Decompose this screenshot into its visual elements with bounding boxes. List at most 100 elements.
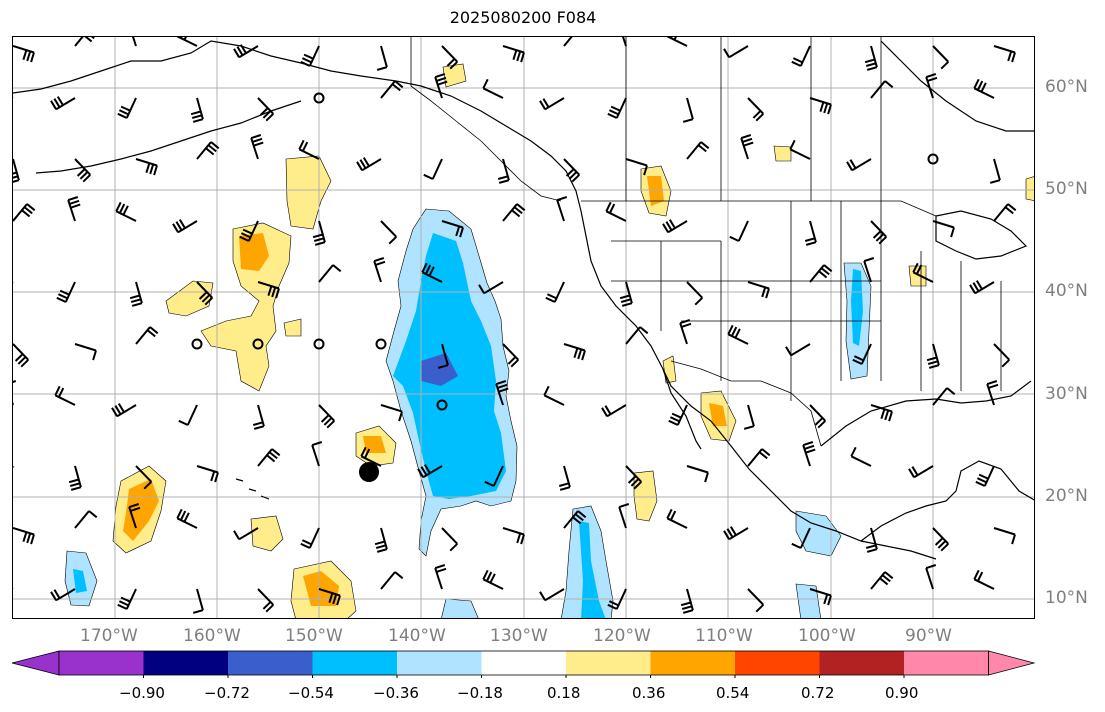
anomaly-region-neg-south-core — [579, 521, 606, 618]
anomaly-region-neg-south2 — [795, 583, 822, 618]
colorbar-tick-label: 0.36 — [632, 684, 666, 702]
hawaii-islands — [235, 478, 270, 500]
anomaly-region-pos-5-core — [303, 571, 339, 606]
wind-barb — [727, 324, 749, 345]
wind-barb — [190, 97, 204, 123]
wind-barb — [257, 97, 275, 122]
wind-barb — [846, 158, 872, 172]
wind-barb — [729, 220, 749, 242]
wind-barb — [973, 78, 995, 99]
wind-barb — [421, 262, 443, 283]
wind-barb — [233, 44, 259, 59]
wind-barb — [926, 343, 940, 369]
wind-barb — [993, 343, 1011, 368]
colorbar-segment — [228, 651, 313, 675]
wind-barb — [117, 97, 137, 119]
wind-barb — [791, 527, 811, 549]
wind-barb — [625, 158, 648, 176]
lon-label: 90°W — [905, 626, 952, 646]
wind-barb — [13, 527, 35, 545]
wind-barb — [132, 37, 137, 47]
colorbar-tick-label: 0.72 — [801, 684, 835, 702]
lon-label: 160°W — [183, 626, 241, 646]
us-states — [611, 201, 1002, 401]
wind-barb — [809, 588, 832, 606]
colorbar-segment — [143, 651, 229, 675]
wind-barb — [196, 281, 214, 306]
aleutian-coast — [35, 100, 302, 174]
wind-barb — [250, 134, 264, 160]
great-lakes — [935, 210, 1028, 260]
wind-barb — [176, 37, 198, 47]
wind-barb — [747, 281, 770, 299]
wind-barb — [563, 37, 573, 47]
wind-barb — [925, 73, 938, 99]
lon-label: 100°W — [798, 626, 856, 646]
colorbar-extend-max — [988, 650, 1036, 676]
wind-barb — [13, 45, 35, 63]
colorbar-segment — [397, 651, 482, 675]
colorbar-tick-label: −0.72 — [204, 684, 250, 702]
wind-barb — [932, 220, 955, 238]
lon-label: 120°W — [593, 626, 651, 646]
colorbar-segment — [566, 651, 651, 675]
wind-barb — [680, 588, 694, 614]
wind-barb — [804, 220, 817, 246]
wind-barb — [54, 385, 76, 406]
wind-barb — [852, 343, 872, 365]
wind-barb — [380, 80, 404, 99]
wind-barb — [13, 158, 20, 183]
colorbar-segment — [819, 651, 905, 675]
wind-barb — [743, 404, 755, 430]
anomaly-region-pos-1 — [200, 222, 292, 392]
colorbar-tick-label: 0.18 — [547, 684, 581, 702]
calm-circle — [375, 338, 387, 350]
wind-barb — [135, 158, 158, 176]
wind-barb — [870, 404, 893, 422]
anomaly-region-pos-15 — [283, 318, 302, 337]
wind-barb — [740, 134, 754, 160]
wind-barb — [312, 220, 326, 246]
wind-barb — [196, 141, 220, 160]
coastlines — [13, 40, 1034, 560]
west-coast-na — [580, 210, 937, 560]
anomaly-region-pos-1-core — [239, 233, 269, 271]
wind-barb — [192, 588, 204, 614]
wind-barb — [682, 97, 694, 123]
colorbar-segment — [650, 651, 736, 675]
wind-barb — [74, 510, 98, 529]
wind-barb — [300, 45, 320, 67]
us-mexico-border — [670, 360, 822, 447]
wind-barb — [791, 45, 811, 67]
anomaly-region-pos-16 — [662, 355, 677, 384]
wind-barb — [993, 203, 1017, 222]
wind-barb — [115, 201, 137, 222]
wind-barb — [257, 281, 280, 299]
anomaly-region-neg-peak — [421, 353, 458, 386]
anomaly-region-pos-12 — [773, 145, 792, 162]
wind-barb — [135, 465, 153, 490]
wind-barb — [311, 441, 323, 467]
wind-barb — [376, 45, 388, 71]
anomaly-region-neg-east-core — [851, 269, 863, 346]
wind-barb — [441, 527, 459, 552]
wind-barb — [563, 510, 587, 529]
wind-barb — [686, 465, 709, 483]
lat-label: 10°N — [1045, 588, 1088, 608]
wind-barb — [785, 343, 811, 357]
wind-barb — [809, 264, 833, 283]
wind-barb — [993, 45, 1016, 63]
wind-barb — [747, 588, 765, 613]
wind-barb — [434, 73, 448, 99]
wind-barb — [135, 326, 159, 345]
lat-lon-grid — [13, 37, 1034, 618]
wind-barb — [252, 404, 265, 430]
colorbar — [11, 650, 1036, 678]
lat-label: 50°N — [1045, 179, 1088, 199]
alaska-canada-border — [410, 37, 562, 202]
baja-coast — [662, 368, 702, 450]
wind-barb — [619, 281, 633, 307]
political-borders — [410, 37, 1002, 447]
wind-barb — [809, 404, 827, 429]
wind-barb — [679, 319, 692, 345]
